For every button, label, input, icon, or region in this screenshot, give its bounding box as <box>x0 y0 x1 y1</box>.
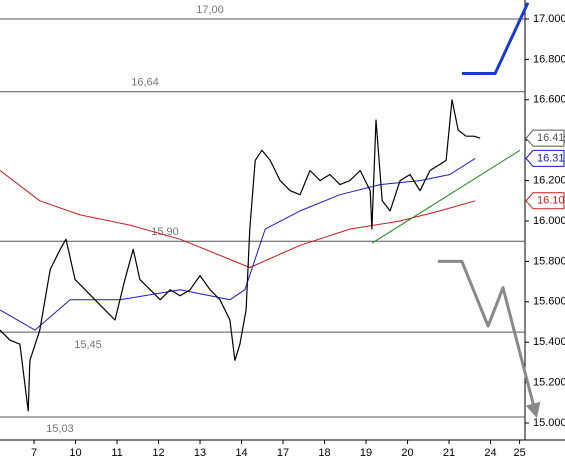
level-label: 15,90 <box>151 226 179 238</box>
forecast-arrow <box>461 2 530 75</box>
x-tick-label: 7 <box>31 447 37 459</box>
y-tick-label: 16.800 <box>533 53 565 65</box>
x-tick-label: 24 <box>484 447 496 459</box>
y-tick-label: 15.600 <box>533 296 565 308</box>
x-tick-label: 18 <box>318 447 330 459</box>
y-tick-label: 17.000 <box>533 13 565 25</box>
level-label: 17,00 <box>196 4 224 16</box>
level-label: 15,03 <box>46 423 74 435</box>
x-tick-label: 11 <box>111 447 122 459</box>
x-tick-label: 17 <box>277 447 289 459</box>
x-tick-label: 10 <box>69 447 81 459</box>
x-tick-label: 14 <box>235 447 247 459</box>
price-tag <box>525 192 565 210</box>
price-tag-label: 16.10 <box>537 195 565 207</box>
price-series <box>0 99 481 412</box>
price-tag <box>525 129 565 147</box>
y-tick-label: 16.600 <box>533 94 565 106</box>
x-tick-label: 25 <box>513 447 525 459</box>
y-tick-label: 15.200 <box>533 377 565 389</box>
x-tick-label: 20 <box>401 447 413 459</box>
trendline <box>371 149 521 244</box>
level-label: 16,64 <box>131 77 159 89</box>
x-tick-label: 19 <box>360 447 372 459</box>
price-tag-label: 16.31 <box>537 152 565 164</box>
y-tick-label: 15.400 <box>533 336 565 348</box>
y-tick-label: 16.200 <box>533 175 565 187</box>
y-tick-label: 15.000 <box>533 417 565 429</box>
x-tick-label: 13 <box>194 447 206 459</box>
level-label: 15,45 <box>74 339 102 351</box>
y-tick-label: 16.000 <box>533 215 565 227</box>
y-tick-label: 15.800 <box>533 255 565 267</box>
forecast-arrow <box>437 259 541 419</box>
x-tick-label: 21 <box>443 447 455 459</box>
x-tick-label: 12 <box>152 447 164 459</box>
price-series <box>0 157 476 331</box>
price-tag-label: 16.41 <box>537 132 565 144</box>
price-series <box>0 170 476 268</box>
price-tag <box>525 149 565 167</box>
